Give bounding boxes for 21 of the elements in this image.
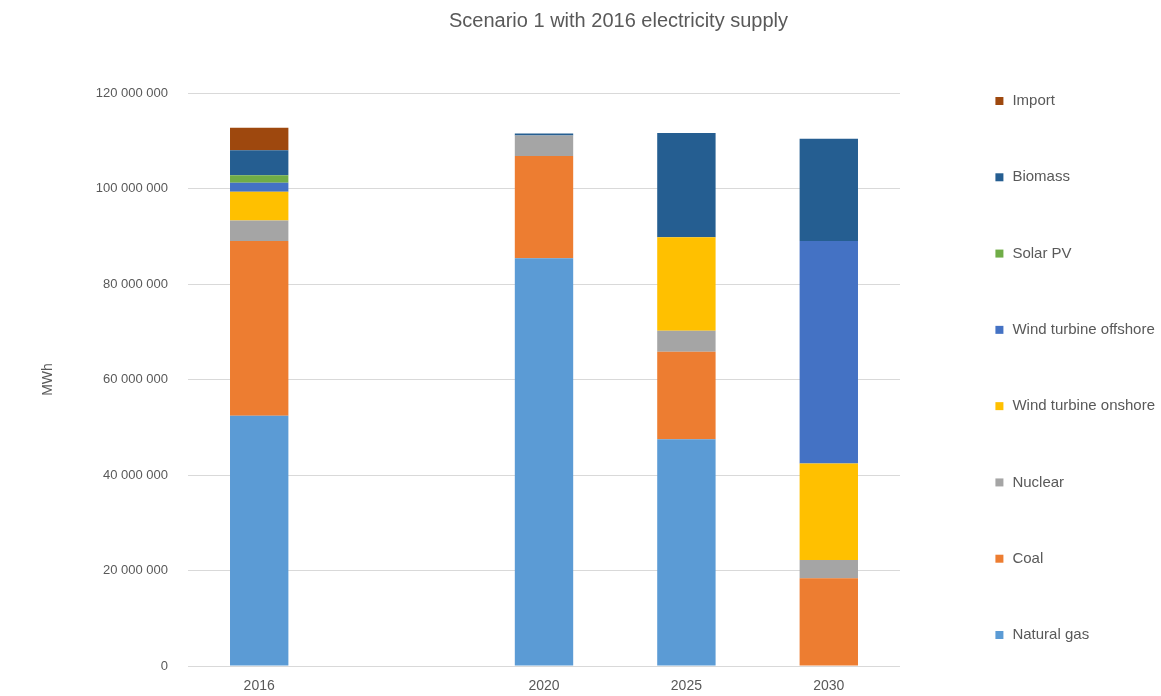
y-tick-label: 40 000 000 [102, 466, 168, 482]
y-tick-label: 60 000 000 [102, 371, 168, 387]
y-tick-label: 80 000 000 [102, 275, 168, 291]
chart-title: Scenario 1 with 2016 electricity supply [448, 8, 789, 31]
legend-label: Natural gas [1012, 625, 1090, 643]
legend-label: Biomass [1012, 167, 1070, 185]
y-axis-title: MWh [39, 363, 56, 396]
x-tick-label: 2030 [813, 677, 845, 694]
legend-label: Nuclear [1012, 472, 1065, 490]
legend-label: Coal [1012, 548, 1044, 566]
y-tick-label: 120 000 000 [95, 84, 168, 100]
x-tick-label: 2025 [670, 677, 703, 694]
legend-label: Wind turbine offshore [1012, 320, 1155, 337]
y-tick-label: 20 000 000 [102, 562, 168, 578]
x-tick-label: 2020 [528, 677, 560, 694]
y-tick-label: 100 000 000 [95, 180, 168, 196]
legend-label: Import [1012, 91, 1056, 109]
legend-label: Wind turbine onshore [1012, 396, 1156, 414]
legend-label: Solar PV [1012, 243, 1072, 261]
x-tick-label: 2016 [243, 677, 275, 694]
y-tick-label: 0 [160, 657, 168, 673]
